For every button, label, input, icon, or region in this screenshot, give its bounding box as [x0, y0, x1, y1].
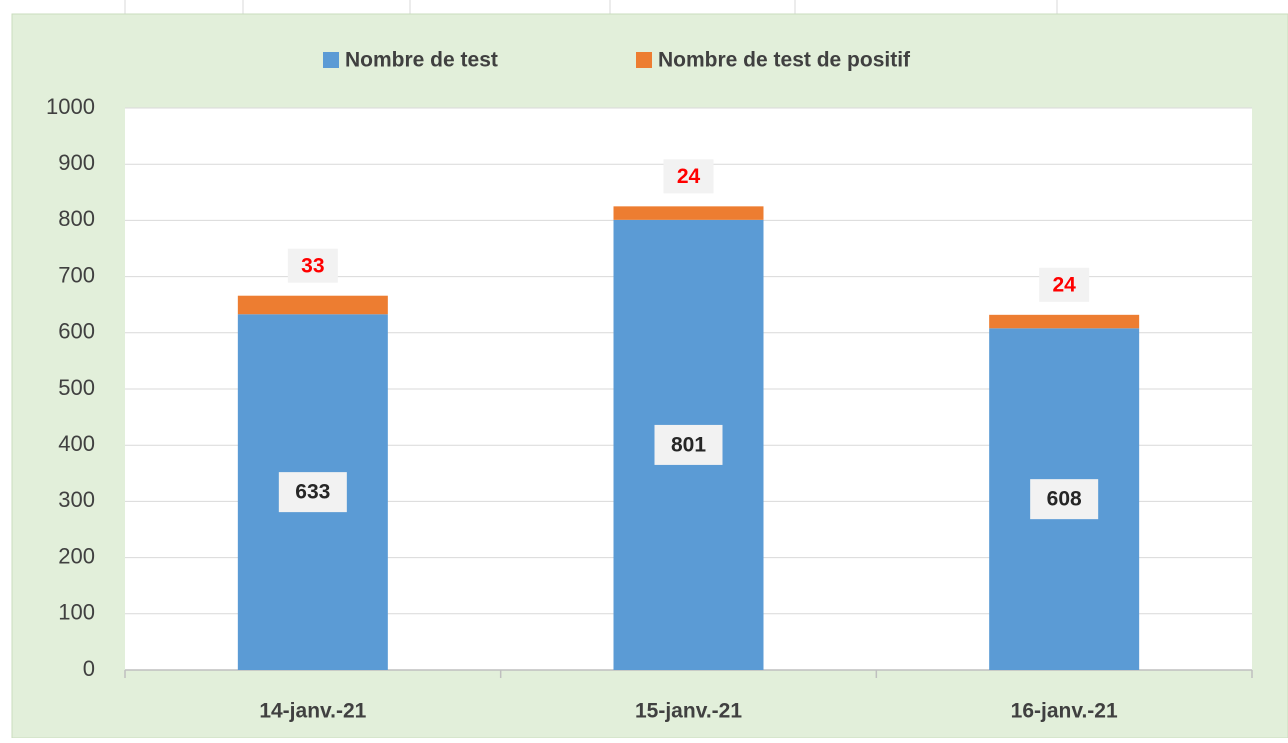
y-tick-label: 1000 [46, 94, 95, 119]
x-tick-label: 16-janv.-21 [1011, 700, 1118, 723]
y-tick-label: 0 [83, 656, 95, 681]
data-label: 24 [1052, 273, 1076, 296]
y-tick-label: 800 [58, 206, 95, 231]
x-tick-label: 15-janv.-21 [635, 700, 742, 723]
bar-segment [613, 206, 764, 220]
y-tick-label: 900 [58, 150, 95, 175]
data-label: 801 [671, 433, 706, 456]
data-label-box [278, 472, 347, 513]
data-label-box [1030, 479, 1099, 520]
data-label-box [1039, 267, 1090, 302]
legend-label: Nombre de test de positif [658, 49, 911, 72]
sheet-grid [124, 0, 1058, 14]
data-label: 608 [1047, 488, 1082, 511]
data-label-box [654, 424, 723, 465]
y-tick-label: 300 [58, 487, 95, 512]
y-tick-label: 100 [58, 600, 95, 625]
legend-swatch [636, 52, 652, 68]
bar-segment [989, 314, 1140, 329]
data-label: 33 [301, 254, 324, 277]
data-label: 633 [295, 481, 330, 504]
x-tick-label: 14-janv.-21 [259, 700, 366, 723]
legend-swatch [323, 52, 339, 68]
data-label: 24 [677, 165, 701, 188]
data-label-box [287, 248, 338, 283]
y-tick-label: 200 [58, 543, 95, 568]
legend-label: Nombre de test [345, 49, 498, 72]
bar-segment [237, 295, 388, 315]
y-tick-label: 700 [58, 262, 95, 287]
y-tick-label: 400 [58, 431, 95, 456]
data-label-box [663, 159, 714, 194]
y-tick-label: 500 [58, 375, 95, 400]
y-tick-label: 600 [58, 319, 95, 344]
